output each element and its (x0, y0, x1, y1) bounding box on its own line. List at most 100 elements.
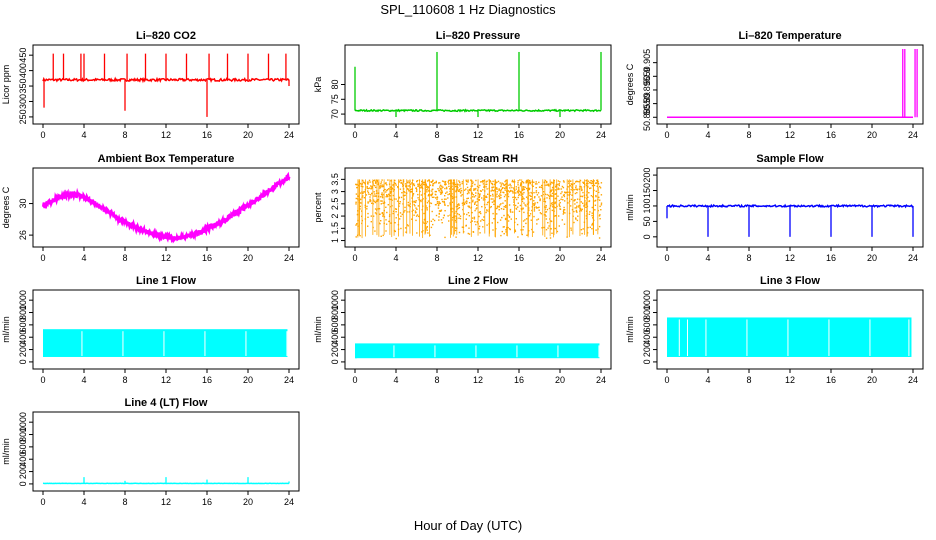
scatter-point (390, 186, 392, 188)
scatter-point (503, 233, 505, 235)
scatter-point (466, 201, 468, 203)
scatter-point (451, 226, 453, 228)
scatter-point (591, 182, 594, 184)
scatter-point (404, 183, 407, 185)
scatter-point (414, 205, 416, 207)
scatter-point (436, 202, 439, 205)
scatter-point (517, 236, 519, 238)
scatter-point (555, 185, 557, 188)
scatter-point (521, 233, 523, 236)
scatter-point (485, 196, 487, 198)
scatter-point (522, 187, 524, 190)
y-tick-label: 450 (18, 48, 28, 63)
scatter-point (366, 208, 368, 210)
scatter-point (395, 208, 398, 210)
scatter-point (581, 208, 583, 210)
y-tick-label: 800 (330, 305, 340, 320)
scatter-point (448, 185, 450, 188)
scatter-point (561, 196, 563, 198)
scatter-point (548, 225, 550, 227)
scatter-point (587, 196, 589, 198)
scatter-point (431, 193, 433, 196)
scatter-point (461, 202, 464, 205)
scatter-point (363, 191, 365, 193)
scatter-point (355, 201, 357, 203)
scatter-point (523, 198, 525, 200)
scatter-point (382, 234, 384, 237)
scatter-point (498, 188, 500, 191)
scatter-point (575, 210, 578, 213)
scatter-point (360, 185, 362, 187)
scatter-point (580, 210, 583, 212)
scatter-point (382, 214, 385, 216)
scatter-point (445, 192, 447, 194)
x-tick-label: 4 (705, 375, 710, 385)
scatter-point (459, 183, 461, 185)
y-tick-label: 800 (18, 305, 28, 320)
scatter-point (515, 204, 517, 207)
scatter-point (516, 223, 519, 226)
scatter-point (593, 180, 595, 182)
scatter-point (478, 215, 480, 218)
scatter-point (496, 181, 498, 183)
x-tick-label: 12 (785, 253, 795, 263)
scatter-point (410, 189, 412, 191)
scatter-point (466, 213, 468, 216)
scatter-point (552, 204, 554, 206)
scatter-point (531, 195, 533, 198)
scatter-point (466, 197, 468, 200)
scatter-point (515, 188, 517, 190)
scatter-point (362, 179, 364, 182)
scatter-point (377, 199, 379, 201)
scatter-point (507, 226, 509, 229)
scatter-point (379, 223, 381, 225)
scatter-point (457, 190, 460, 192)
scatter-point (409, 191, 412, 193)
scatter-point (524, 186, 526, 188)
scatter-point (598, 191, 600, 194)
scatter-point (505, 229, 507, 231)
scatter-point (496, 191, 498, 193)
panel-title: Ambient Box Temperature (98, 153, 235, 165)
scatter-point (386, 189, 389, 191)
scatter-point (432, 223, 434, 226)
scatter-point (486, 210, 488, 212)
scatter-point (374, 186, 377, 189)
scatter-point (367, 183, 369, 185)
scatter-point (425, 205, 427, 207)
scatter-point (447, 215, 449, 217)
scatter-point (529, 198, 532, 201)
scatter-point (468, 227, 470, 229)
scatter-point (554, 189, 557, 191)
scatter-point (585, 203, 587, 205)
scatter-point (473, 218, 476, 220)
y-tick-label: 50.89 (642, 92, 652, 115)
x-tick-label: 16 (514, 130, 524, 140)
scatter-point (596, 179, 598, 182)
scatter-point (407, 180, 409, 182)
scatter-point (423, 222, 425, 224)
scatter-point (404, 206, 406, 209)
scatter-point (384, 188, 386, 191)
scatter-point (381, 200, 383, 202)
x-tick-label: 0 (40, 253, 45, 263)
scatter-point (487, 201, 489, 204)
scatter-point (472, 199, 474, 201)
scatter-point (445, 183, 447, 185)
scatter-point (444, 195, 446, 197)
scatter-point (432, 182, 435, 185)
scatter-point (550, 228, 552, 230)
scatter-point (377, 192, 380, 194)
scatter-point (582, 202, 584, 204)
scatter-point (545, 211, 548, 213)
scatter-point (421, 199, 423, 201)
scatter-point (398, 181, 400, 183)
scatter-point (473, 216, 476, 218)
scatter-point (375, 181, 377, 183)
scatter-point (458, 207, 461, 209)
scatter-point (492, 180, 494, 183)
scatter-point (471, 185, 474, 187)
scatter-point (449, 188, 451, 190)
scatter-point (376, 181, 379, 183)
